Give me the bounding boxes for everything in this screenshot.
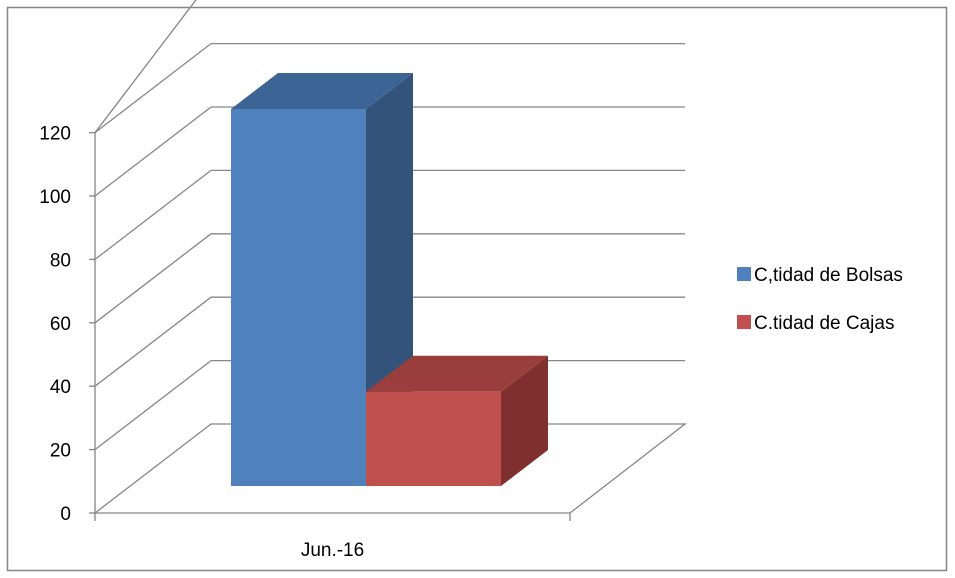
wall-gridline-side <box>94 296 212 387</box>
legend: C,tidad de Bolsas C.tidad de Cajas <box>737 265 903 334</box>
chart-bars <box>231 73 548 486</box>
legend-swatch <box>737 267 751 281</box>
category-axis: Jun.-16 <box>94 512 571 561</box>
legend-label: C.tidad de Cajas <box>754 313 894 334</box>
value-tick-label: 120 <box>39 124 71 145</box>
legend-label: C,tidad de Bolsas <box>754 265 903 286</box>
value-tick-label: 40 <box>50 377 71 398</box>
value-tick-label: 0 <box>60 504 71 525</box>
legend-swatch <box>737 315 751 329</box>
value-tick-label: 100 <box>39 187 71 208</box>
wall-top-side <box>94 0 197 133</box>
value-tick-label: 20 <box>50 441 71 462</box>
bar <box>366 391 501 486</box>
bar <box>231 109 366 486</box>
wall-gridline-side <box>94 43 212 134</box>
value-tick-label: 60 <box>50 314 71 335</box>
bar-top <box>366 355 548 392</box>
wall-gridline-side <box>94 106 212 197</box>
bar-side <box>501 355 548 486</box>
wall-gridline-side <box>94 233 212 324</box>
bar-top <box>231 73 413 109</box>
category-label: Jun.-16 <box>301 540 364 561</box>
wall-gridline-side <box>94 360 212 451</box>
wall-gridline-side <box>94 169 212 260</box>
value-axis: 0 20 40 60 80 100 120 <box>39 124 96 525</box>
value-tick-label: 80 <box>50 250 71 271</box>
